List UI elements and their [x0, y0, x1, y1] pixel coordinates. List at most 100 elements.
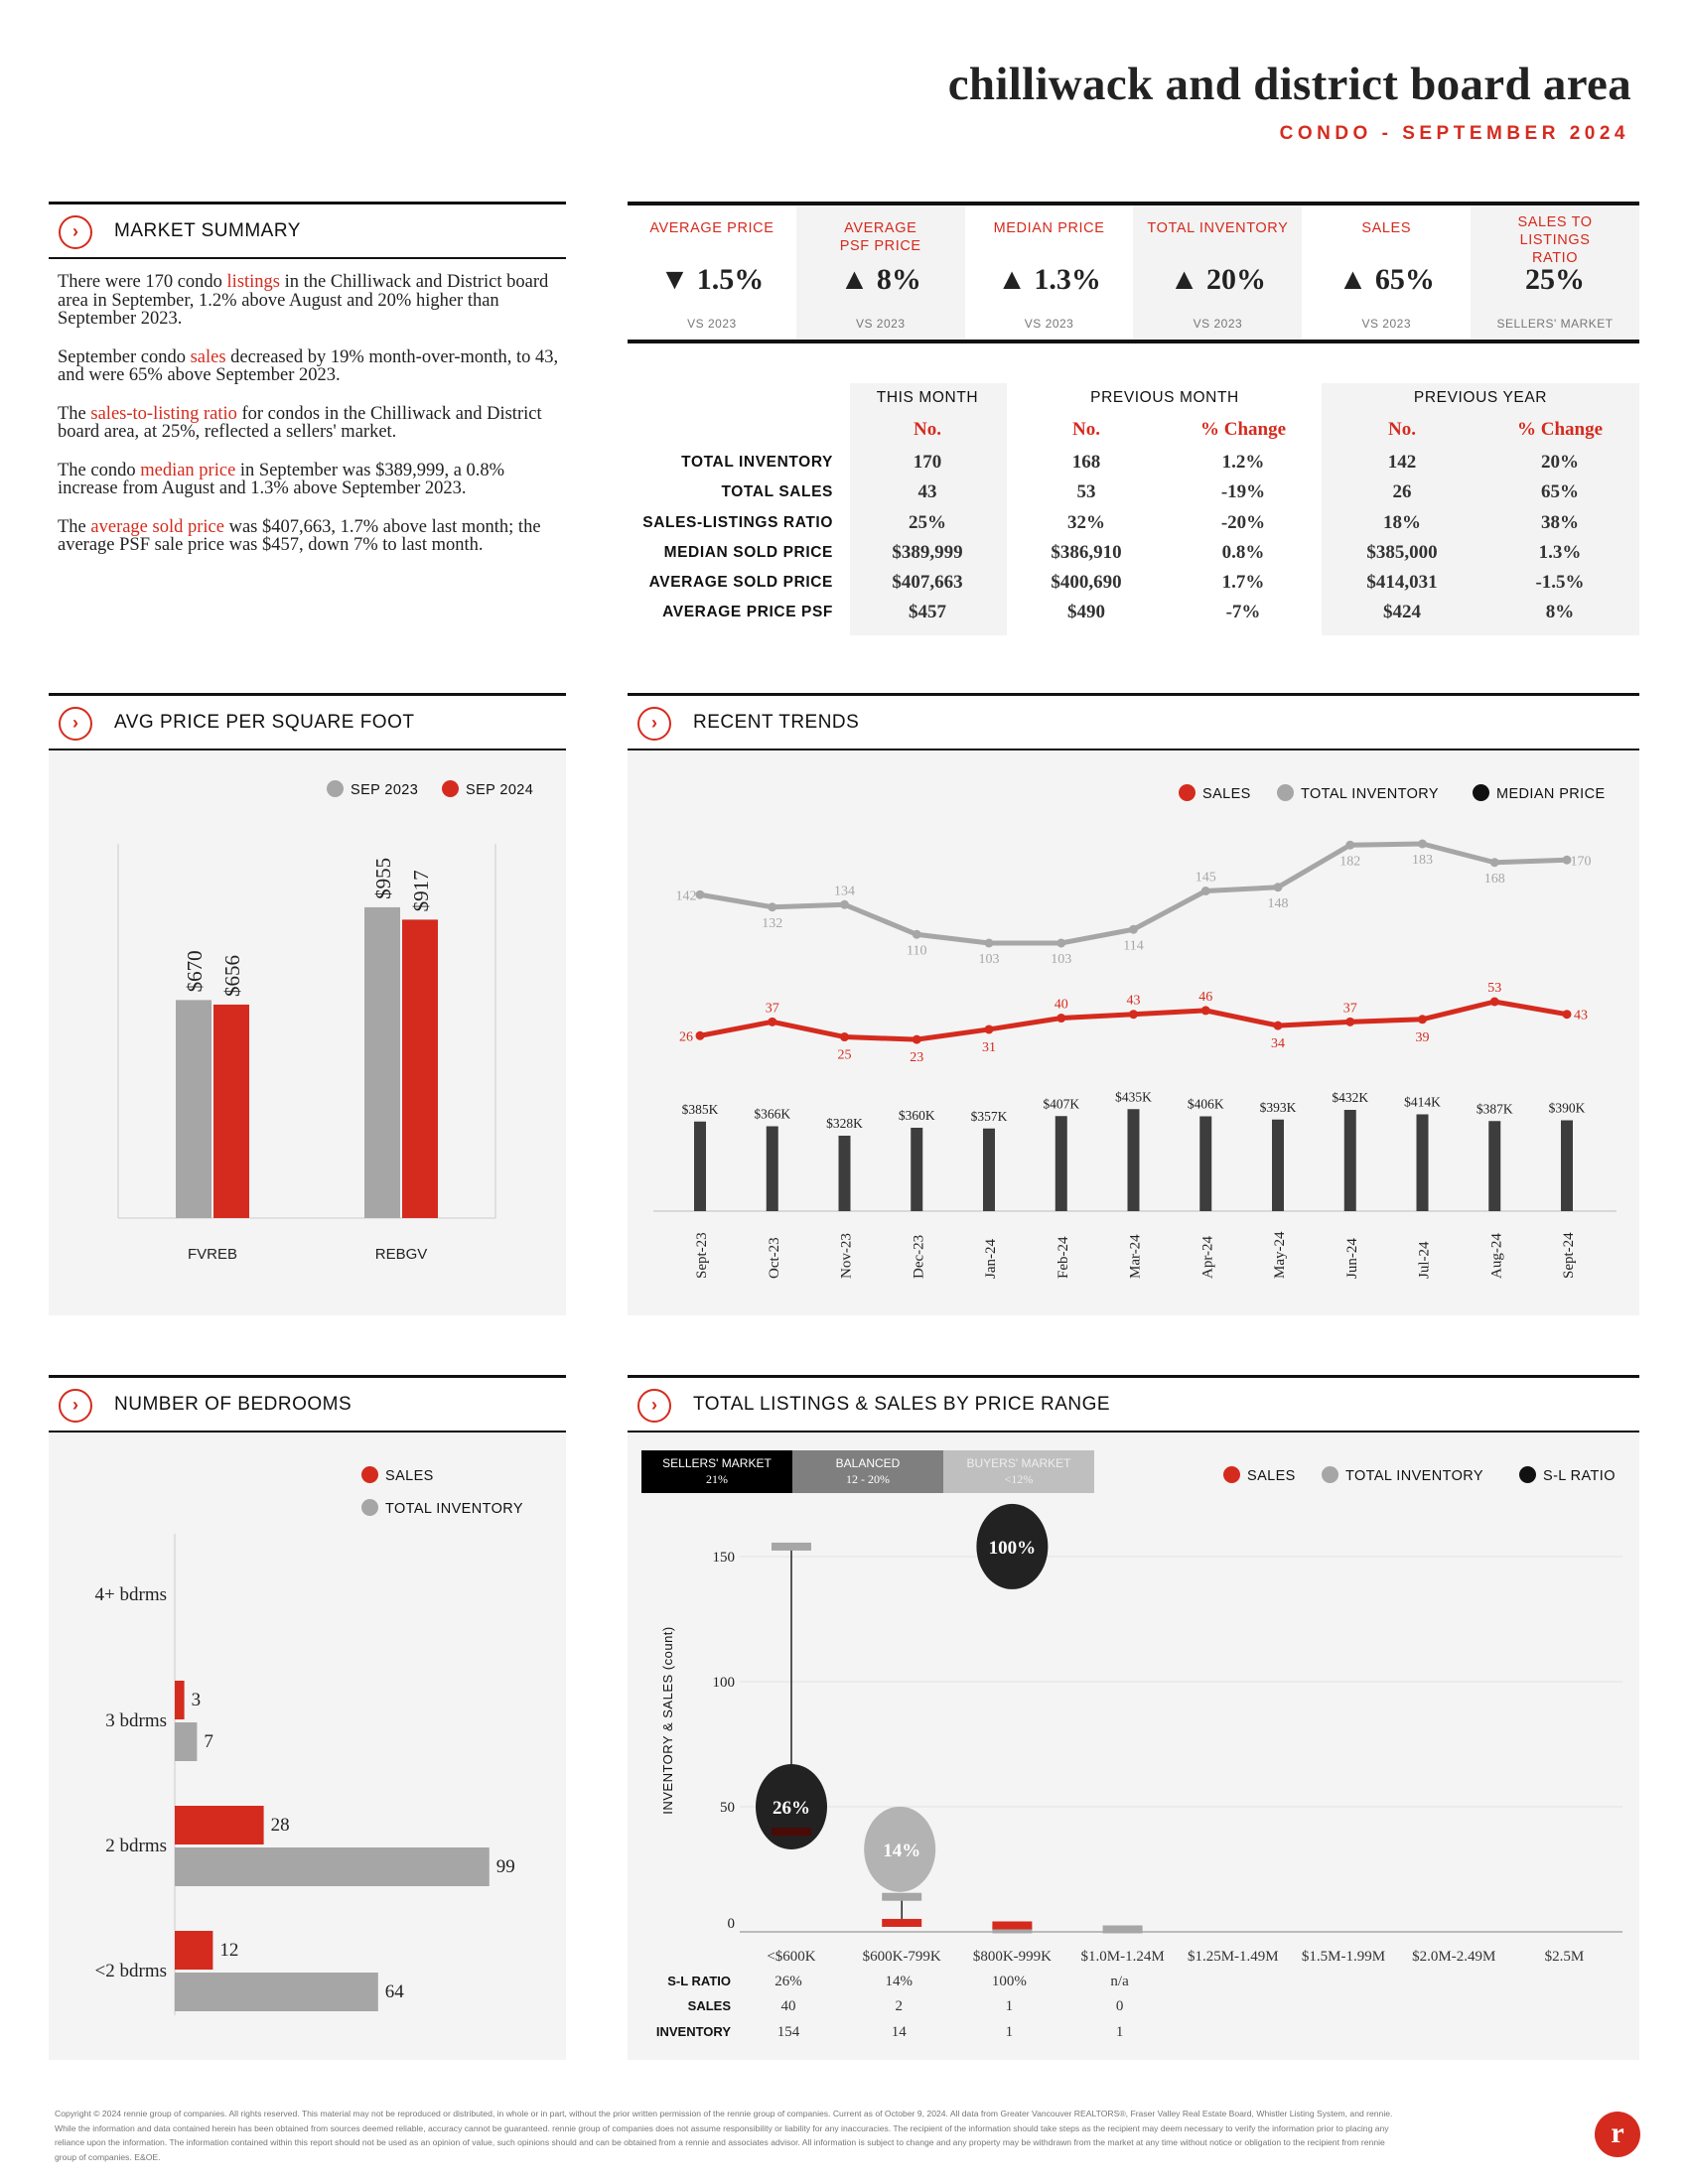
comparison-table: THIS MONTH PREVIOUS MONTH PREVIOUS YEAR … — [0, 0, 1688, 695]
month-label: Jan-24 — [983, 1239, 999, 1279]
median-price-label: $366K — [754, 1107, 790, 1122]
month-label: Jun-24 — [1344, 1238, 1360, 1279]
section-title: AVG PRICE PER SQUARE FOOT — [114, 712, 415, 733]
legend-label: TOTAL INVENTORY — [1345, 1468, 1483, 1484]
page-subtitle: CONDO - SEPTEMBER 2024 — [1279, 123, 1629, 144]
col-bg — [850, 383, 1007, 635]
table-cell: 8% — [1545, 602, 1575, 622]
text: was $407,663, 1.7% above last month; the… — [58, 516, 541, 555]
summary-paragraph: The condo median price in September was … — [58, 460, 569, 498]
median-price-label: $414K — [1404, 1095, 1441, 1110]
trend-value-label: 43 — [1574, 1009, 1588, 1024]
legend-dot — [1223, 1466, 1240, 1483]
market-summary-header: › MARKET SUMMARY — [49, 202, 566, 259]
trend-point — [1562, 855, 1572, 865]
price-range-sales-value: 1 — [1006, 1998, 1014, 2014]
key-stats: AVERAGE PRICE ▼ 1.5% VS 2023 AVERAGE PSF P… — [628, 202, 1639, 343]
sales-marker — [992, 1921, 1033, 1930]
legend-dot — [1277, 784, 1294, 801]
trend-point — [1056, 1014, 1066, 1024]
table-cell: 53 — [1076, 481, 1096, 502]
month-label: Sept-23 — [694, 1232, 710, 1279]
text: in September was $389,999, a 0.8% increa… — [58, 460, 505, 498]
median-price-bar — [1488, 1121, 1501, 1211]
stat-sub: VS 2023 — [1361, 317, 1411, 331]
market-legend-range: 21% — [706, 1472, 728, 1486]
market-legend-name: BUYERS' MARKET — [966, 1456, 1071, 1470]
trend-value-label: 114 — [1123, 938, 1143, 953]
legend-sl-ratio: S-L RATIO — [1519, 1466, 1616, 1484]
stat-value: ▲ 1.3% — [997, 263, 1101, 296]
trend-value-label: 23 — [910, 1050, 923, 1065]
price-range-label: $1.0M-1.24M — [1081, 1949, 1165, 1965]
trend-point — [1418, 839, 1427, 849]
table-cell: 0.8% — [1221, 542, 1265, 563]
table-cell: $389,999 — [892, 542, 963, 563]
subheader: No. — [914, 419, 941, 440]
trend-point — [912, 1034, 921, 1044]
stat-median-price: MEDIAN PRICE ▲ 1.3% VS 2023 — [965, 205, 1134, 340]
bedroom-category-label: <2 bdrms — [95, 1961, 167, 1981]
month-label: Oct-23 — [767, 1237, 782, 1279]
trend-point — [912, 929, 921, 939]
market-legend-name: SELLERS' MARKET — [662, 1456, 772, 1470]
psf-bar-label: $656 — [220, 955, 244, 997]
row-label: TOTAL SALES — [721, 483, 833, 500]
legend-label: SEP 2024 — [466, 782, 534, 798]
median-price-label: $357K — [971, 1109, 1008, 1124]
stat-value: ▲ 65% — [1337, 263, 1435, 296]
price-range-sales-value: 0 — [1116, 1998, 1124, 2014]
table-cell: 1.7% — [1221, 572, 1265, 593]
median-price-label: $385K — [682, 1102, 719, 1117]
market-legend-range: <12% — [1004, 1472, 1034, 1486]
text: The — [58, 403, 91, 424]
stat-label: SALES TO LISTINGS RATIO — [1517, 214, 1593, 266]
median-price-label: $406K — [1188, 1097, 1224, 1112]
median-price-bar — [838, 1136, 851, 1211]
median-price-bar — [1416, 1114, 1429, 1211]
trend-value-label: 148 — [1268, 896, 1289, 911]
chevron-right-icon: › — [637, 707, 671, 741]
table-cell: $385,000 — [1366, 542, 1438, 563]
legend-dot — [361, 1499, 378, 1516]
summary-paragraph: The sales-to-listing ratio for condos in… — [58, 403, 569, 442]
psf-bar — [402, 919, 438, 1218]
trend-value-label: 132 — [762, 916, 782, 931]
trend-value-label: 170 — [1571, 854, 1592, 869]
legend-sales: SALES — [1179, 784, 1251, 802]
table-cell: 20% — [1541, 452, 1579, 473]
highlight: median price — [140, 460, 236, 480]
bedroom-bar — [175, 1847, 490, 1886]
trend-point — [1056, 938, 1066, 948]
price-range-inventory-value: 1 — [1006, 2024, 1014, 2040]
month-label: Jul-24 — [1417, 1241, 1433, 1279]
trend-value-label: 182 — [1339, 854, 1360, 869]
price-range-sl-ratio-value: 26% — [774, 1974, 802, 1989]
price-range-sl-ratio-value: 100% — [992, 1974, 1027, 1989]
trend-value-label: 31 — [982, 1040, 996, 1055]
bedroom-bar-label: 64 — [385, 1981, 405, 2002]
table-cell: $424 — [1383, 602, 1421, 622]
highlight: sales-to-listing ratio — [90, 403, 237, 424]
legend-label: SALES — [1202, 786, 1251, 802]
price-range-label: <$600K — [767, 1949, 815, 1965]
bedroom-bar-label: 7 — [204, 1731, 213, 1752]
sl-ratio-bubble — [976, 1503, 1049, 1589]
market-legend-item: BUYERS' MARKET <12% — [943, 1450, 1094, 1493]
bedroom-bar-label: 12 — [219, 1940, 238, 1961]
price-range-inventory-value: 14 — [892, 2024, 908, 2040]
psf-chart-panel — [49, 751, 566, 1315]
price-range-sales-value: 40 — [781, 1998, 796, 2014]
bedrooms-header: › NUMBER OF BEDROOMS — [49, 1375, 566, 1433]
stat-value: ▲ 20% — [1169, 263, 1266, 296]
stat-label: SALES — [1361, 220, 1412, 236]
text: The condo — [58, 460, 141, 480]
table-cell: $490 — [1067, 602, 1105, 622]
price-range-label: $2.0M-2.49M — [1412, 1949, 1495, 1965]
market-legend-range: 12 - 20% — [846, 1472, 890, 1486]
trend-value-label: 183 — [1412, 853, 1433, 868]
median-price-bar — [1343, 1110, 1356, 1211]
psf-category-label: FVREB — [188, 1246, 237, 1263]
table-cell: 38% — [1541, 512, 1579, 533]
trend-point — [984, 1024, 994, 1034]
